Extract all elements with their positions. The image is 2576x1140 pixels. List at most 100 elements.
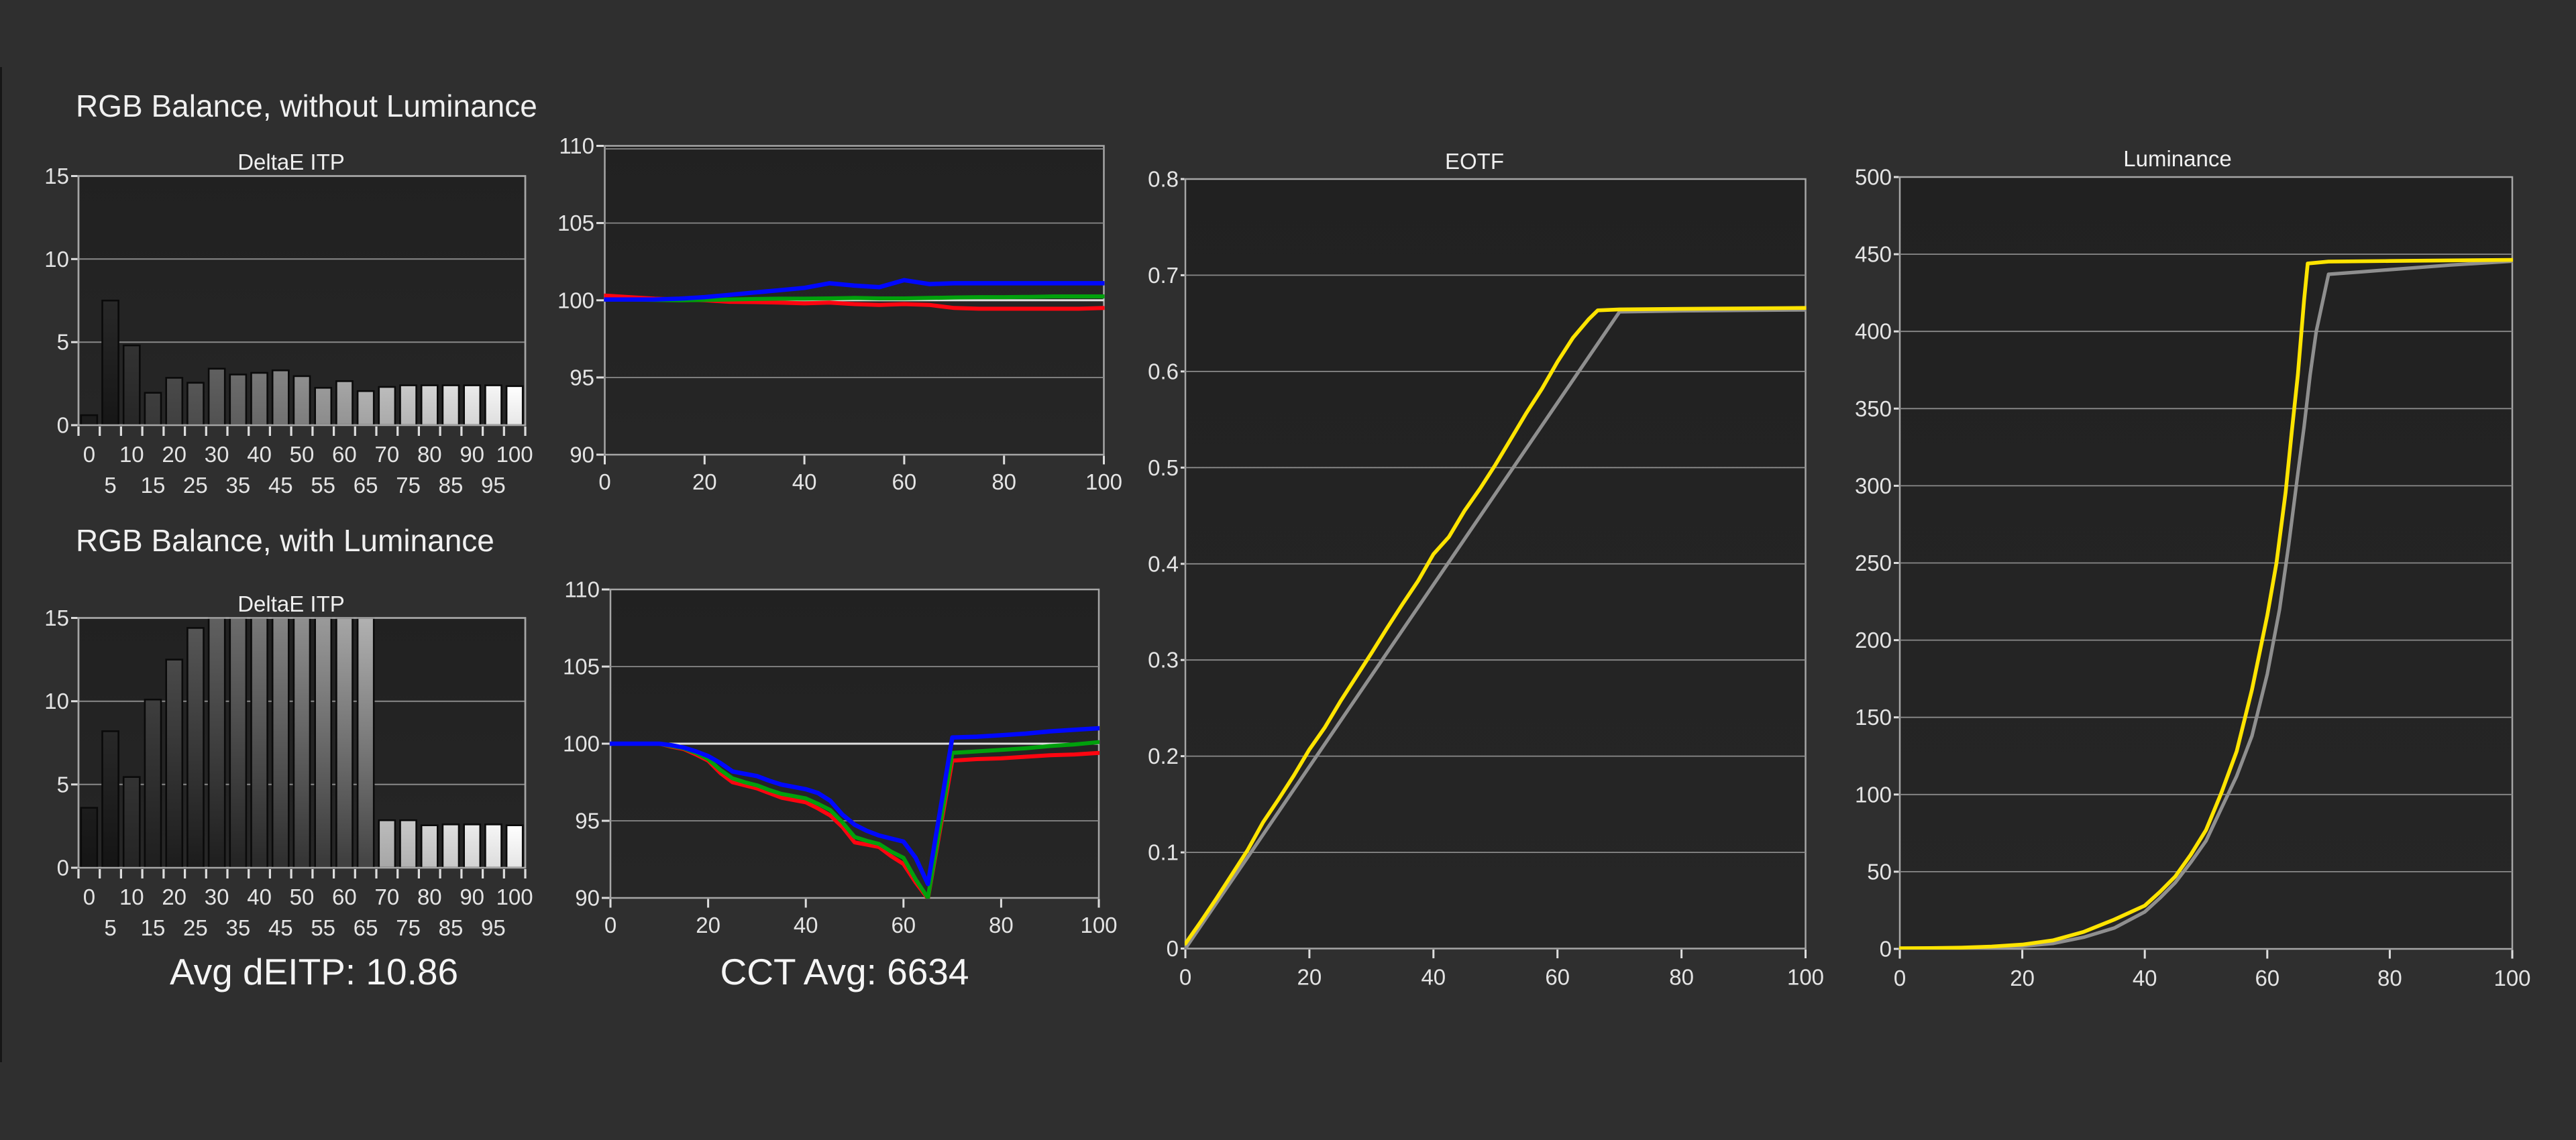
svg-text:45: 45 — [268, 915, 293, 940]
svg-text:DeltaE ITP: DeltaE ITP — [237, 150, 345, 174]
svg-text:0: 0 — [83, 442, 95, 467]
svg-text:20: 20 — [2010, 966, 2035, 990]
svg-text:15: 15 — [44, 164, 69, 188]
svg-text:55: 55 — [311, 915, 335, 940]
svg-text:70: 70 — [375, 442, 400, 467]
svg-text:10: 10 — [44, 247, 69, 272]
svg-text:95: 95 — [575, 809, 600, 834]
svg-text:95: 95 — [481, 915, 506, 940]
svg-text:Avg dEITP: 10.86: Avg dEITP: 10.86 — [170, 951, 458, 992]
svg-text:5: 5 — [57, 330, 69, 355]
svg-text:90: 90 — [575, 886, 600, 911]
svg-text:100: 100 — [1085, 469, 1122, 494]
svg-text:0: 0 — [83, 885, 95, 909]
svg-text:200: 200 — [1855, 628, 1892, 652]
svg-text:0: 0 — [1894, 966, 1906, 990]
svg-text:CCT Avg: 6634: CCT Avg: 6634 — [720, 951, 969, 992]
svg-text:5: 5 — [104, 915, 116, 940]
svg-text:0.3: 0.3 — [1148, 648, 1179, 673]
svg-text:55: 55 — [311, 473, 335, 498]
svg-text:95: 95 — [570, 365, 594, 390]
svg-text:20: 20 — [696, 913, 720, 937]
svg-text:60: 60 — [332, 442, 357, 467]
svg-text:0: 0 — [604, 913, 616, 937]
svg-text:100: 100 — [496, 442, 533, 467]
svg-text:80: 80 — [417, 442, 442, 467]
svg-text:75: 75 — [396, 473, 421, 498]
svg-text:105: 105 — [563, 654, 600, 679]
svg-text:30: 30 — [205, 442, 229, 467]
svg-text:0: 0 — [1179, 965, 1191, 990]
svg-text:80: 80 — [2377, 966, 2402, 990]
svg-text:EOTF: EOTF — [1445, 149, 1504, 174]
svg-text:40: 40 — [794, 913, 818, 937]
svg-text:15: 15 — [141, 915, 166, 940]
svg-text:350: 350 — [1855, 396, 1892, 421]
svg-text:100: 100 — [1855, 782, 1892, 807]
svg-text:100: 100 — [2493, 966, 2530, 990]
svg-text:100: 100 — [496, 885, 533, 909]
svg-text:100: 100 — [563, 732, 600, 756]
svg-text:250: 250 — [1855, 551, 1892, 575]
svg-text:0: 0 — [57, 413, 69, 438]
svg-text:15: 15 — [44, 606, 69, 630]
svg-text:0.6: 0.6 — [1148, 359, 1179, 384]
svg-text:80: 80 — [989, 913, 1014, 937]
svg-text:50: 50 — [290, 885, 315, 909]
svg-text:75: 75 — [396, 915, 421, 940]
svg-text:100: 100 — [1080, 913, 1117, 937]
svg-text:80: 80 — [1669, 965, 1694, 990]
svg-text:0.8: 0.8 — [1148, 167, 1179, 192]
svg-text:RGB Balance, with Luminance: RGB Balance, with Luminance — [76, 523, 494, 558]
svg-text:35: 35 — [226, 473, 251, 498]
svg-text:35: 35 — [226, 915, 251, 940]
svg-text:Luminance: Luminance — [2123, 146, 2231, 171]
svg-text:10: 10 — [119, 442, 144, 467]
svg-text:40: 40 — [792, 469, 817, 494]
svg-text:90: 90 — [460, 885, 484, 909]
svg-text:400: 400 — [1855, 319, 1892, 344]
svg-text:25: 25 — [183, 473, 208, 498]
svg-text:450: 450 — [1855, 242, 1892, 267]
svg-text:90: 90 — [570, 443, 594, 467]
svg-text:65: 65 — [354, 915, 378, 940]
svg-text:0.4: 0.4 — [1148, 551, 1179, 576]
svg-text:10: 10 — [44, 689, 69, 714]
svg-text:60: 60 — [891, 913, 916, 937]
svg-text:70: 70 — [375, 885, 400, 909]
svg-text:80: 80 — [417, 885, 442, 909]
svg-text:65: 65 — [354, 473, 378, 498]
svg-text:10: 10 — [119, 885, 144, 909]
svg-text:150: 150 — [1855, 705, 1892, 730]
svg-text:110: 110 — [559, 133, 594, 158]
svg-text:0: 0 — [1167, 936, 1179, 961]
svg-text:90: 90 — [460, 442, 484, 467]
svg-text:20: 20 — [162, 885, 186, 909]
svg-text:60: 60 — [2255, 966, 2279, 990]
svg-text:45: 45 — [268, 473, 293, 498]
svg-text:50: 50 — [1867, 859, 1892, 884]
svg-text:110: 110 — [564, 577, 600, 602]
svg-text:15: 15 — [141, 473, 166, 498]
svg-text:300: 300 — [1855, 473, 1892, 498]
svg-text:40: 40 — [2133, 966, 2157, 990]
svg-text:20: 20 — [162, 442, 186, 467]
svg-text:30: 30 — [205, 885, 229, 909]
svg-text:50: 50 — [290, 442, 315, 467]
svg-text:0.7: 0.7 — [1148, 263, 1179, 288]
svg-text:0: 0 — [1880, 937, 1892, 962]
svg-text:0.1: 0.1 — [1148, 840, 1179, 865]
svg-text:5: 5 — [57, 772, 69, 797]
svg-text:0: 0 — [598, 469, 610, 494]
svg-text:60: 60 — [1545, 965, 1570, 990]
svg-text:0: 0 — [57, 856, 69, 880]
svg-text:20: 20 — [1297, 965, 1322, 990]
svg-text:40: 40 — [247, 885, 272, 909]
svg-text:60: 60 — [892, 469, 917, 494]
svg-text:85: 85 — [439, 473, 464, 498]
svg-text:100: 100 — [1787, 965, 1824, 990]
svg-text:RGB Balance, without Luminance: RGB Balance, without Luminance — [76, 89, 537, 123]
svg-text:80: 80 — [991, 469, 1016, 494]
svg-text:5: 5 — [104, 473, 116, 498]
svg-text:60: 60 — [332, 885, 357, 909]
